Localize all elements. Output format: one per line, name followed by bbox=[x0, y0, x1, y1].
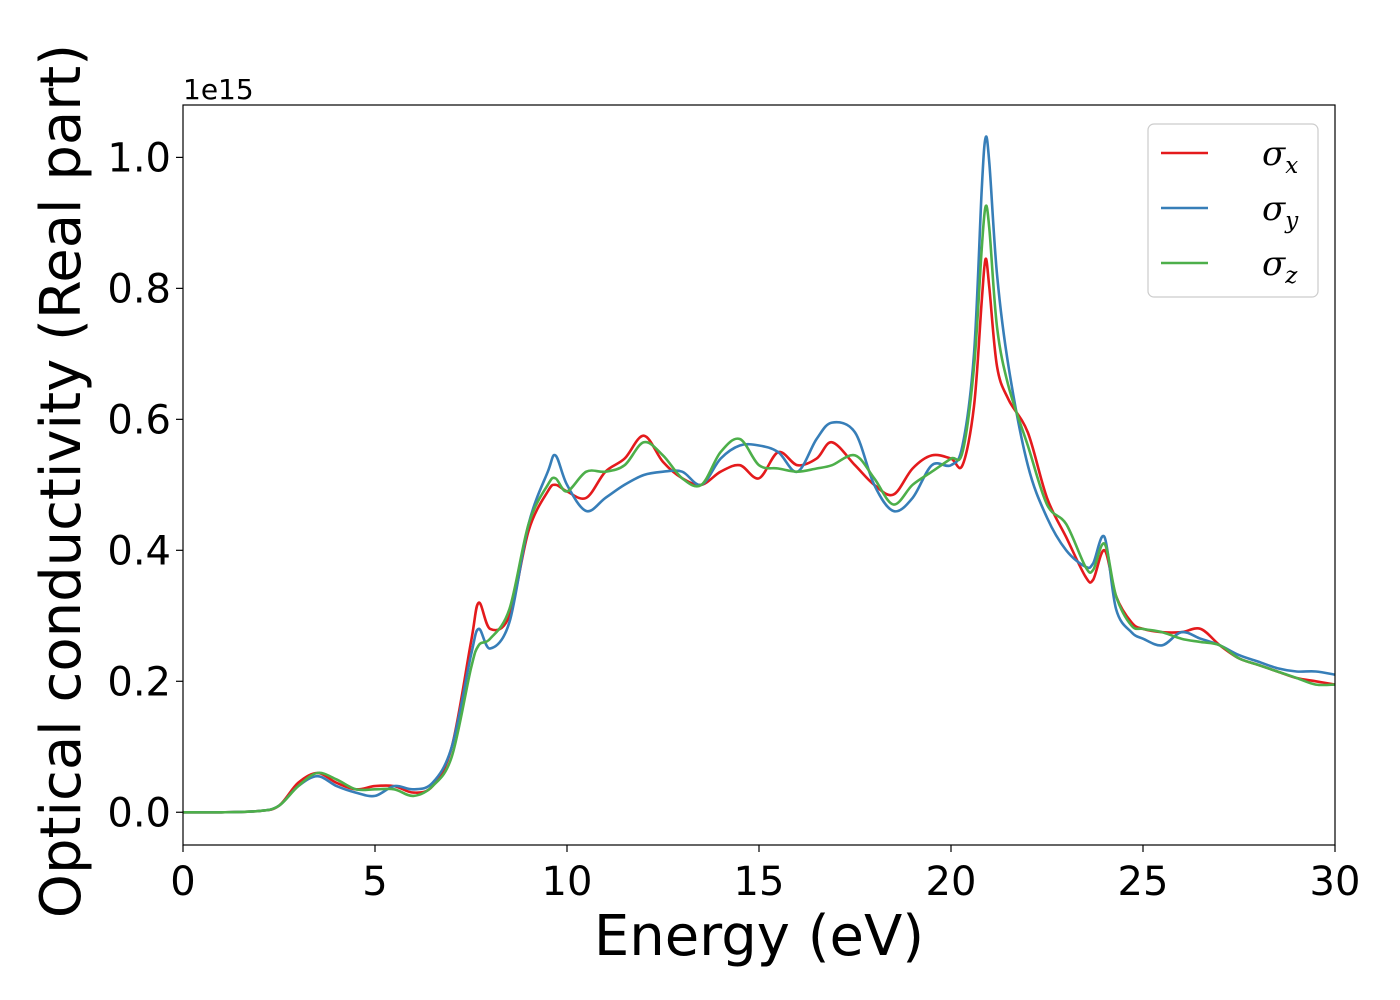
y-tick-label: 0.2 bbox=[107, 659, 171, 705]
x-tick-label: 25 bbox=[1118, 859, 1169, 905]
x-tick-label: 10 bbox=[542, 859, 593, 905]
legend-entry: σz bbox=[1262, 244, 1298, 289]
y-tick-label: 0.0 bbox=[107, 790, 171, 836]
series-line-sigma-x bbox=[183, 257, 1335, 814]
series-layer bbox=[183, 135, 1335, 814]
y-tick-label: 0.8 bbox=[107, 266, 171, 312]
x-axis-label: Energy (eV) bbox=[594, 904, 924, 969]
legend: σx σy σz bbox=[1147, 123, 1319, 298]
y-offset-label: 1e15 bbox=[183, 73, 254, 106]
y-axis-ticks: 0.0 0.2 0.4 0.6 0.8 1.0 bbox=[107, 135, 183, 836]
series-line-sigma-y bbox=[183, 135, 1335, 814]
x-tick-label: 30 bbox=[1310, 859, 1361, 905]
x-tick-label: 20 bbox=[926, 859, 977, 905]
legend-entry: σx bbox=[1262, 134, 1298, 179]
y-axis-label: Optical conductivity (Real part) bbox=[29, 44, 94, 918]
legend-entry: σy bbox=[1262, 189, 1299, 234]
y-tick-label: 0.4 bbox=[107, 528, 171, 574]
x-tick-label: 0 bbox=[170, 859, 195, 905]
legend-box bbox=[1147, 123, 1319, 298]
x-axis-ticks: 0 5 10 15 20 25 30 bbox=[170, 845, 1360, 905]
x-tick-label: 5 bbox=[362, 859, 387, 905]
y-tick-label: 1.0 bbox=[107, 135, 171, 181]
series-line-sigma-z bbox=[183, 204, 1335, 814]
y-tick-label: 0.6 bbox=[107, 397, 171, 443]
x-tick-label: 15 bbox=[734, 859, 785, 905]
